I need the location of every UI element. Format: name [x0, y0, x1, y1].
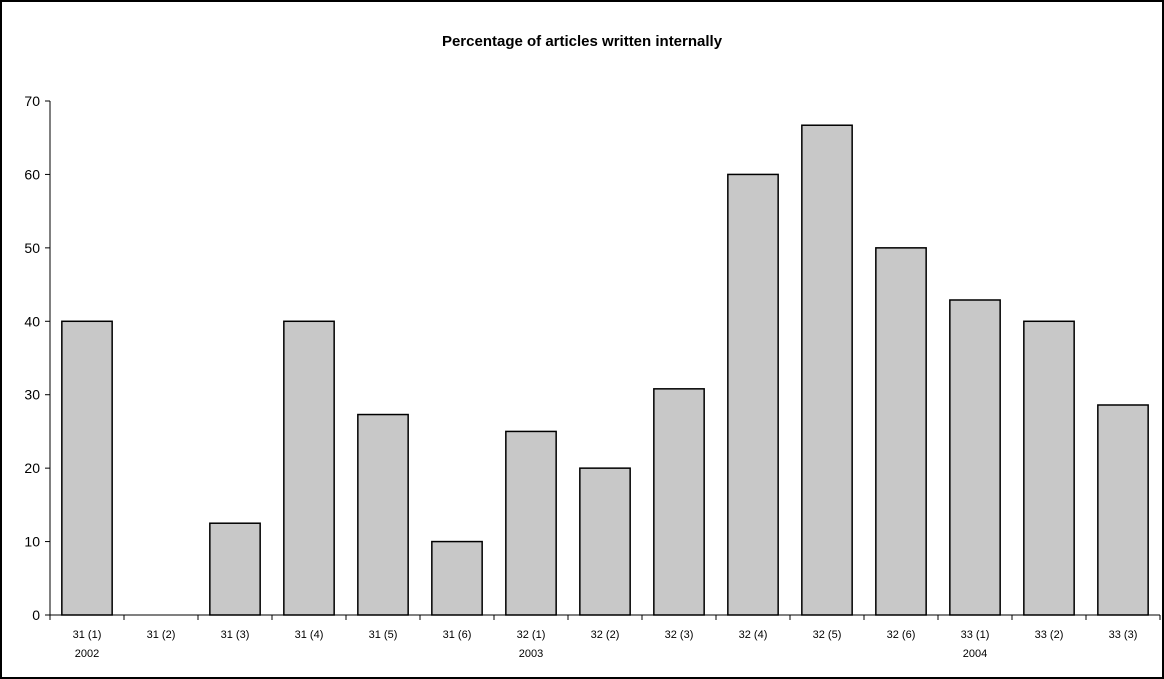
x-tick-label: 31 (6): [443, 629, 472, 641]
x-tick-label: 33 (2): [1035, 629, 1064, 641]
x-tick-label: 32 (5): [813, 629, 842, 641]
x-tick-label: 31 (2): [147, 629, 176, 641]
year-label: 2003: [519, 648, 543, 660]
y-tick-label: 10: [24, 534, 40, 550]
x-tick-label: 31 (3): [221, 629, 250, 641]
x-tick-label: 32 (6): [887, 629, 916, 641]
chart-title: Percentage of articles written internall…: [442, 33, 723, 50]
x-axis: 31 (1) 31 (2) 31 (3) 31 (4) 31 (5) 31 (6) 32 (…: [49, 614, 1161, 660]
x-tick-label: 33 (1): [961, 629, 990, 641]
bar: [653, 388, 705, 616]
y-tick-label: 50: [24, 240, 40, 256]
bars: [61, 124, 1149, 616]
bar: [727, 173, 779, 616]
bar: [1023, 320, 1075, 616]
y-tick-label: 30: [24, 387, 40, 403]
bar: [579, 467, 631, 616]
bar: [801, 124, 853, 616]
x-tick-label: 31 (5): [369, 629, 398, 641]
x-tick-label: 33 (3): [1109, 629, 1138, 641]
x-tick-label: 31 (1): [73, 629, 102, 641]
bar: [357, 413, 409, 616]
bar: [505, 430, 557, 616]
x-tick-label: 32 (2): [591, 629, 620, 641]
year-label: 2002: [75, 648, 99, 660]
bar: [1097, 404, 1149, 616]
bar: [209, 522, 261, 616]
y-tick-label: 60: [24, 166, 40, 182]
bar: [431, 540, 483, 616]
x-tick-label: 32 (4): [739, 629, 768, 641]
year-label: 2004: [963, 648, 987, 660]
bar: [949, 299, 1001, 616]
x-tick-label: 32 (3): [665, 629, 694, 641]
bar: [61, 320, 113, 616]
bar: [875, 247, 927, 616]
y-tick-label: 20: [24, 460, 40, 476]
y-tick-label: 0: [32, 607, 40, 623]
x-tick-label: 31 (4): [295, 629, 324, 641]
y-tick-label: 70: [24, 93, 40, 109]
bar: [283, 320, 335, 616]
y-tick-label: 40: [24, 313, 40, 329]
x-tick-label: 32 (1): [517, 629, 546, 641]
y-axis: 0 10 20 30 40 50 60 70: [24, 93, 51, 623]
